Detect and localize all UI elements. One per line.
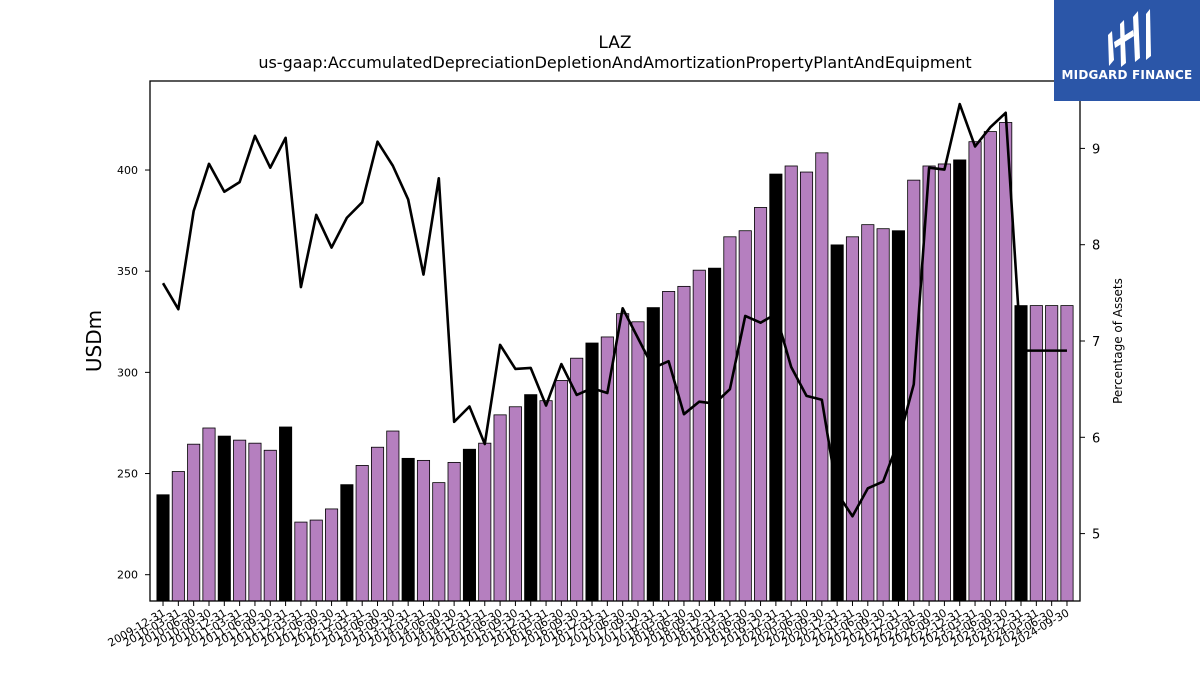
- y2-tick-label: 6: [1092, 431, 1100, 446]
- bar-2014-06-30: [432, 482, 446, 602]
- bar-2021-03-31: [845, 236, 860, 602]
- chart-subtitle: us-gaap:AccumulatedDepreciationDepletion…: [258, 53, 971, 72]
- bar-2019-12-31: [769, 173, 783, 602]
- bar-2012-06-30: [309, 519, 323, 602]
- bar-2015-09-30: [508, 406, 522, 602]
- bar-2016-03-31: [539, 400, 553, 602]
- y-axis-label: USDm: [82, 310, 106, 372]
- y-tick-label: 300: [117, 366, 138, 379]
- bar-2013-03-31: [355, 465, 369, 602]
- bar-2010-09-30: [202, 427, 216, 602]
- line-series: [161, 102, 1067, 518]
- bar-2010-06-30: [187, 443, 201, 602]
- bar-2017-12-31: [646, 307, 660, 602]
- bar-2022-03-31: [907, 179, 921, 602]
- bar-2023-03-31: [968, 141, 982, 602]
- bar-2013-12-31: [401, 457, 415, 602]
- brand-logo: MIDGARD FINANCE: [1054, 0, 1200, 101]
- percentage-line: [161, 102, 1067, 518]
- bar-2021-06-30: [861, 224, 875, 602]
- bar-2012-12-31: [340, 484, 354, 602]
- midgard-logo-icon: [1108, 9, 1151, 67]
- bar-2010-03-31: [171, 471, 185, 602]
- chart-title: LAZ: [598, 33, 631, 53]
- axes: 200250300350400567892009-12-312010-03-31…: [106, 80, 1100, 650]
- bar-2011-06-30: [248, 442, 262, 602]
- bar-2020-09-30: [815, 152, 829, 602]
- bar-2022-09-30: [937, 163, 951, 602]
- bar-2018-06-30: [677, 285, 691, 602]
- bar-2021-09-30: [876, 228, 890, 602]
- bar-2011-09-30: [263, 449, 277, 602]
- bar-2019-09-30: [754, 207, 768, 602]
- bar-2016-12-31: [585, 342, 599, 602]
- bar-2010-12-31: [217, 435, 231, 602]
- bar-2017-09-30: [631, 321, 645, 602]
- bar-2015-12-31: [524, 394, 538, 602]
- bar-2015-03-31: [478, 442, 492, 602]
- bar-2014-12-31: [462, 448, 476, 602]
- y2-tick-label: 7: [1092, 335, 1100, 350]
- bar-2019-06-30: [738, 230, 752, 602]
- y-tick-label: 200: [117, 569, 138, 582]
- bar-2020-12-31: [830, 244, 844, 602]
- bar-2014-03-31: [416, 459, 431, 602]
- bar-2021-12-31: [891, 230, 905, 602]
- bar-2022-12-31: [953, 159, 967, 602]
- y-tick-label: 400: [117, 164, 138, 177]
- bar-2011-03-31: [233, 439, 247, 602]
- bar-2023-06-30: [983, 131, 997, 602]
- bar-2013-06-30: [370, 446, 385, 602]
- bar-2020-03-31: [784, 165, 798, 602]
- bar-series: [156, 122, 1074, 602]
- bar-2014-09-30: [447, 461, 461, 602]
- bar-2016-06-30: [554, 380, 568, 602]
- bar-2018-03-31: [662, 291, 676, 602]
- bar-2018-12-31: [708, 267, 722, 602]
- bar-2019-03-31: [723, 236, 737, 602]
- bar-2011-12-31: [279, 426, 293, 602]
- y-tick-label: 350: [117, 265, 138, 278]
- y2-tick-label: 8: [1092, 239, 1100, 254]
- bar-2015-06-30: [493, 414, 507, 602]
- bar-2013-09-30: [386, 430, 400, 602]
- bar-2018-09-30: [692, 269, 706, 602]
- brand-name: MIDGARD FINANCE: [1061, 68, 1193, 82]
- bar-2012-03-31: [294, 521, 308, 602]
- y2-tick-label: 5: [1092, 528, 1100, 543]
- bar-2012-09-30: [325, 508, 339, 602]
- y2-tick-label: 9: [1092, 142, 1100, 157]
- y-tick-label: 250: [117, 468, 138, 481]
- bar-2009-12-31: [156, 494, 170, 602]
- bar-2017-06-30: [616, 313, 630, 602]
- y2-axis-label: Percentage of Assets: [1111, 278, 1125, 404]
